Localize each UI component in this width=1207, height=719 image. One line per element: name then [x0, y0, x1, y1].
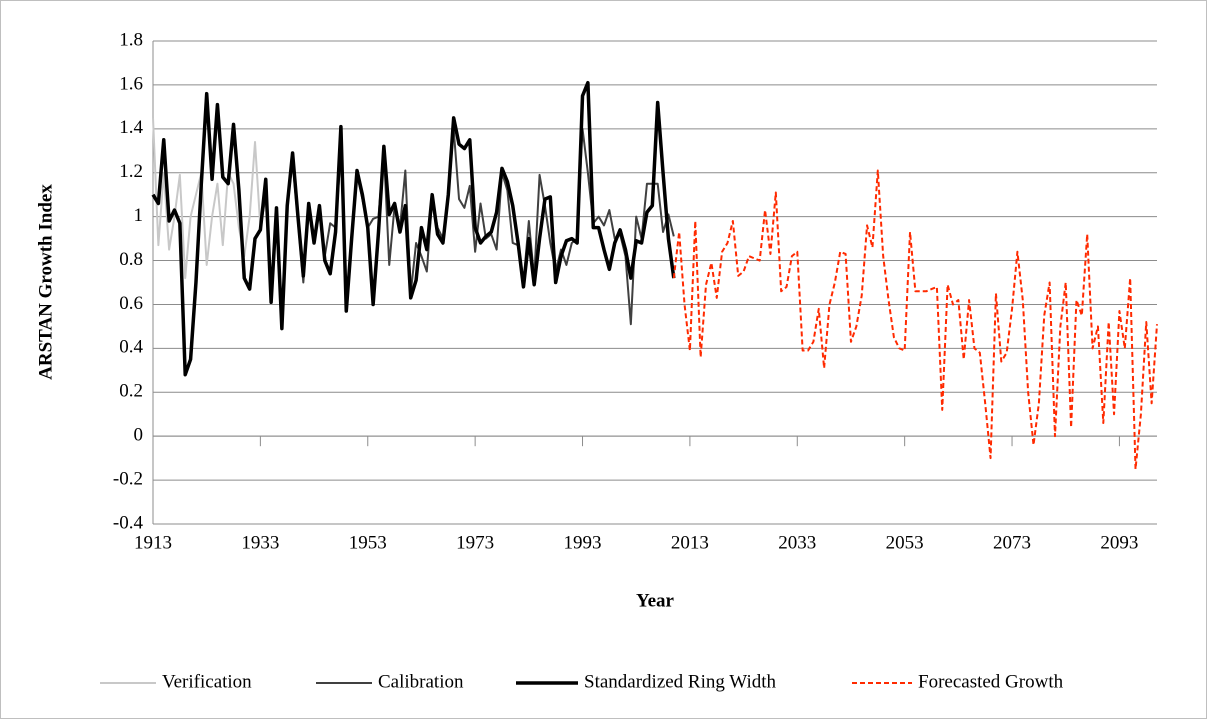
y-tick-label: 1: [134, 205, 144, 226]
y-tick-label: 1.6: [119, 73, 143, 94]
y-tick-label: -0.4: [113, 512, 144, 533]
y-tick-label: 0.6: [119, 293, 143, 314]
legend-label: Standardized Ring Width: [584, 671, 777, 692]
series-line: [259, 127, 675, 326]
x-tick-label: 1933: [241, 532, 279, 553]
y-tick-label: 1.4: [119, 117, 143, 138]
x-axis-title: Year: [636, 590, 675, 611]
y-tick-label: 0.2: [119, 381, 143, 402]
x-tick-label: 1993: [564, 532, 602, 553]
y-tick-label: 1.8: [119, 29, 143, 50]
y-tick-label: -0.2: [113, 468, 143, 489]
legend-label: Verification: [162, 671, 252, 692]
y-axis-title: ARSTAN Growth Index: [35, 184, 56, 380]
legend-label: Forecasted Growth: [918, 671, 1064, 692]
x-tick-label: 2013: [671, 532, 709, 553]
x-tick-label: 2073: [993, 532, 1031, 553]
x-tick-label: 1953: [349, 532, 387, 553]
x-tick-label: 1973: [456, 532, 494, 553]
x-tick-label: 2093: [1100, 532, 1138, 553]
legend-label: Calibration: [378, 671, 464, 692]
y-tick-label: 0.8: [119, 249, 143, 270]
y-tick-label: 0: [134, 425, 144, 446]
series-line: [151, 80, 676, 377]
x-tick-label: 2033: [778, 532, 816, 553]
x-tick-label: 2053: [886, 532, 924, 553]
series-line: [672, 169, 1158, 471]
y-tick-label: 0.4: [119, 337, 143, 358]
y-tick-label: 1.2: [119, 161, 143, 182]
x-tick-label: 1913: [134, 532, 172, 553]
